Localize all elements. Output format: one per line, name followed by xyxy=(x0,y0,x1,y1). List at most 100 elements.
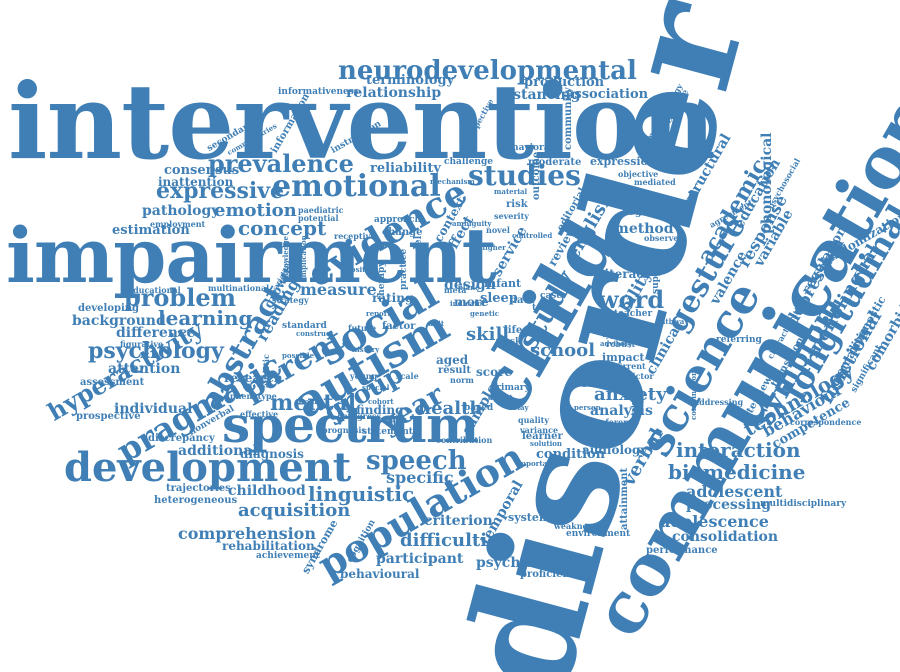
word-analysis: analysis xyxy=(590,403,653,419)
word-mechanism: mechanism xyxy=(430,177,475,186)
word-estimation: estimation xyxy=(112,223,190,238)
word-quality: quality xyxy=(518,415,550,425)
word-higher: higher xyxy=(480,243,506,252)
word-biomedicine: biomedicine xyxy=(668,460,806,484)
word-method: method xyxy=(614,221,674,237)
word-audiology: audiology xyxy=(582,443,648,457)
word-weaknesses: weaknesses xyxy=(554,521,607,531)
word-background: background xyxy=(72,313,166,329)
word-stutter: stutter xyxy=(582,379,621,390)
word-important: important xyxy=(516,459,556,468)
word-data: data xyxy=(510,295,535,306)
word-sampling: sampling xyxy=(614,195,651,204)
word-behavioural: behavioural xyxy=(340,567,420,581)
word-behavioral: behavioral xyxy=(500,143,554,153)
word-design: design xyxy=(444,277,496,293)
word-solution: solution xyxy=(530,439,563,448)
word-expressive: expressive xyxy=(156,178,284,204)
word-studies: studies xyxy=(468,159,581,192)
word-achievement: achievement xyxy=(256,551,320,561)
word-change: change xyxy=(382,227,423,238)
word-figurative: figurative xyxy=(120,339,164,349)
word-rehabilitation: rehabilitation xyxy=(222,539,315,553)
word-result: result xyxy=(438,365,471,376)
word-finding: finding xyxy=(356,403,404,417)
word-positive: positive xyxy=(346,265,377,274)
word-diagnosis: diagnosis xyxy=(240,447,304,461)
word-attention: attention xyxy=(108,361,181,377)
word-ambiguity: ambiguity xyxy=(452,219,492,228)
word-prevalence: prevalence xyxy=(208,149,354,178)
word-distancing: distancing xyxy=(498,87,581,103)
word-discrepancy: discrepancy xyxy=(148,433,215,444)
word-case: case xyxy=(540,291,563,301)
word-plane: plane xyxy=(458,283,480,292)
word-addressing: addressing xyxy=(694,397,744,407)
word-certainty: certainty xyxy=(629,392,638,428)
word-controlled: controlled xyxy=(512,231,553,240)
word-paediatric: paediatric xyxy=(298,205,344,215)
word-performance: performance xyxy=(646,545,718,556)
word-norm: norm xyxy=(450,375,474,385)
word-general: general xyxy=(564,419,599,429)
word-employment: employment xyxy=(150,219,206,229)
word-impact: impact xyxy=(602,351,645,364)
word-environment: environment xyxy=(566,529,631,539)
word-pathway: pathway xyxy=(656,317,689,326)
word-phenotype: phenotype xyxy=(230,391,277,401)
word-skill: skill xyxy=(466,324,510,345)
word-cognitive: cognitive xyxy=(622,207,674,218)
word-adolescent: adolescent xyxy=(686,482,783,501)
word-aged: aged xyxy=(436,353,469,367)
word-progress: progress xyxy=(342,411,382,421)
word-mental: mental xyxy=(270,390,357,416)
word-effective: effective xyxy=(240,409,279,419)
word-challenge: challenge xyxy=(444,157,493,167)
word-spectrum: spectrum xyxy=(222,395,479,454)
word-reliability: reliability xyxy=(370,161,441,176)
word-combination: combination xyxy=(689,370,698,420)
word-participant: participant xyxy=(376,551,464,567)
word-neurodevelopmental: neurodevelopmental xyxy=(338,56,637,86)
word-assessment: assessment xyxy=(80,377,145,388)
word-proficiency: proficiency xyxy=(520,569,582,580)
word-concept: concept xyxy=(238,216,327,240)
word-unit: unit xyxy=(428,319,445,328)
word-difficulties: difficulties xyxy=(400,530,509,551)
word-advisory: advisory xyxy=(600,339,633,348)
word-genetic: genetic xyxy=(470,309,500,318)
word-anxiety: anxiety xyxy=(594,384,667,405)
word-inattention: inattention xyxy=(158,175,234,189)
word-individual: individual xyxy=(114,401,193,417)
word-young: young xyxy=(350,371,378,381)
word-model: model xyxy=(413,235,424,270)
word-factor: factor xyxy=(382,321,416,332)
word-report: report xyxy=(366,309,391,318)
word-deficit: deficit xyxy=(488,393,513,402)
word-contribution: contribution xyxy=(436,435,493,445)
word-psychology: psychology xyxy=(88,338,224,364)
word-practice: practice xyxy=(399,248,409,290)
word-condition: condition xyxy=(536,447,606,462)
word-correspondence: correspondence xyxy=(790,417,862,427)
word-pathology: pathology xyxy=(142,203,220,219)
word-health: health xyxy=(418,398,483,419)
word-special: special xyxy=(362,383,390,392)
word-novel: novel xyxy=(486,225,510,235)
word-sleep: sleep xyxy=(480,291,518,306)
word-risk: risk xyxy=(506,199,528,210)
word-research: research xyxy=(224,371,283,385)
word-support: support xyxy=(651,254,661,294)
word-rating: rating xyxy=(372,291,414,305)
word-person: person xyxy=(574,403,601,412)
word-production: production xyxy=(524,75,605,90)
word-adolescence: adolescence xyxy=(660,512,769,531)
word-severity: severity xyxy=(494,211,529,221)
word-future: future xyxy=(348,323,377,333)
word-standard: standard xyxy=(282,321,327,331)
word-multinational: multinational xyxy=(208,283,270,293)
word-autistic: autistic xyxy=(261,354,271,388)
word-prognosis: prognosis xyxy=(322,425,366,435)
word-consolidation: consolidation xyxy=(672,529,779,545)
word-heterogeneous: heterogeneous xyxy=(154,495,238,506)
